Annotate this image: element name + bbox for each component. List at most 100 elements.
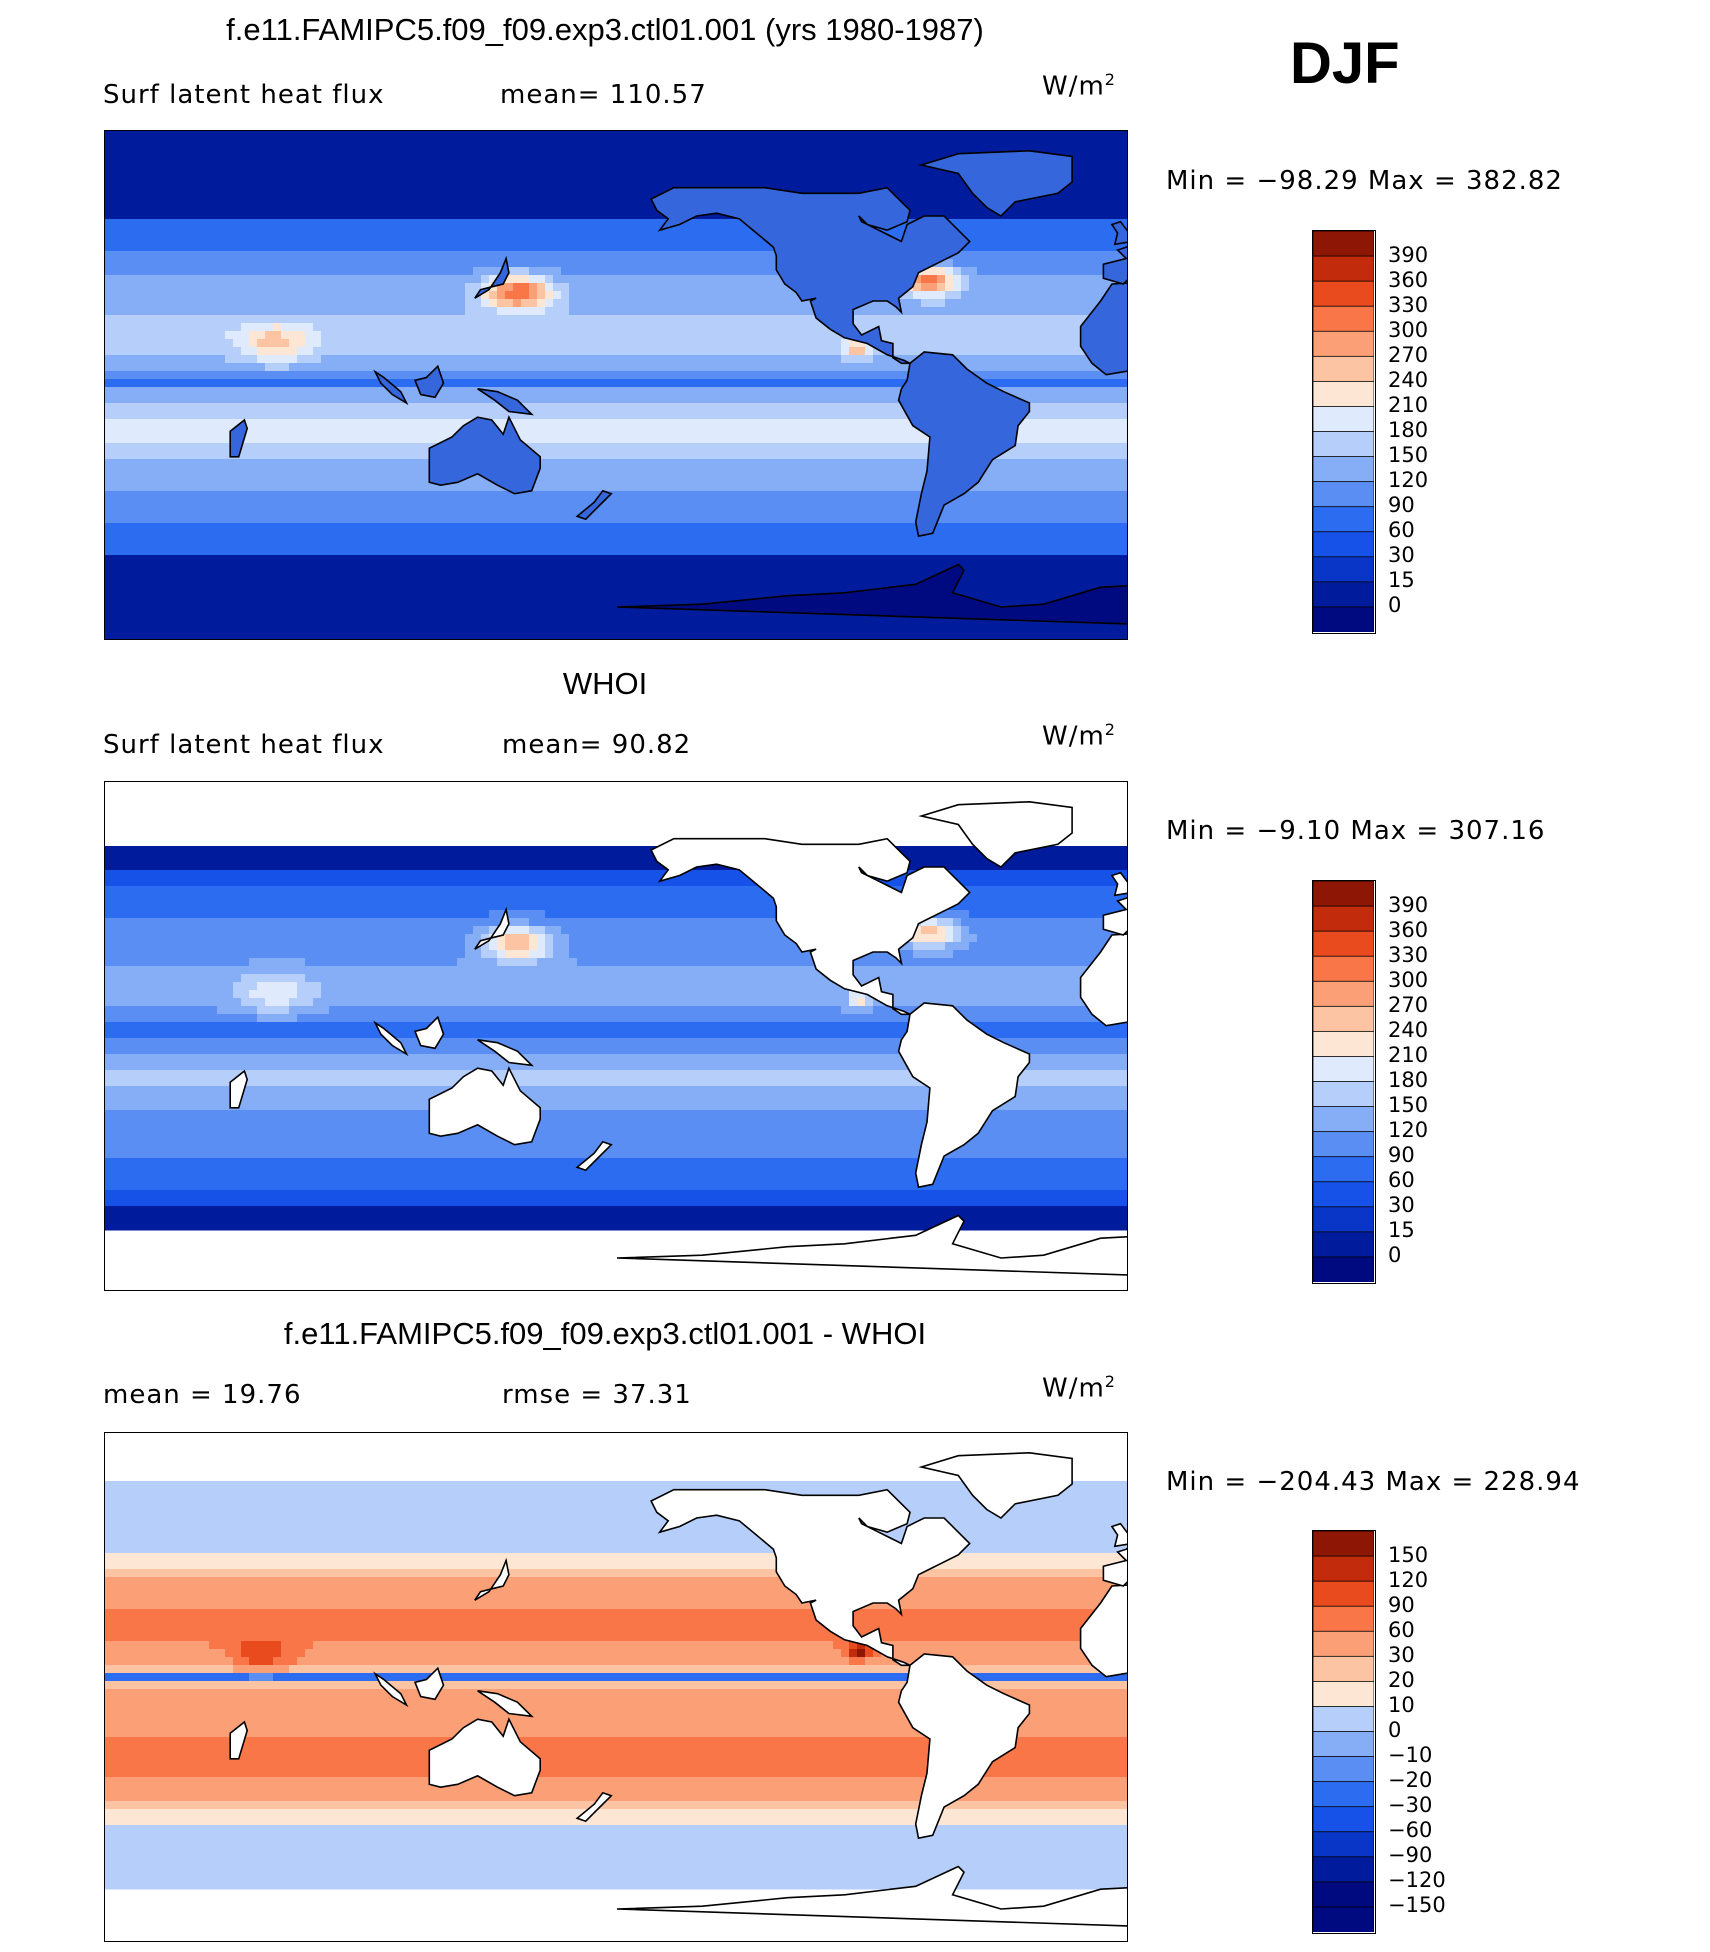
field-cell [777,307,786,316]
field-cell [401,147,410,156]
field-cell [433,323,442,332]
field-cell [665,355,674,364]
field-cell [457,307,466,316]
field-cell [393,187,402,196]
field-cell [353,235,362,244]
field-cell [489,147,498,156]
field-cell [601,259,610,268]
field-cell [609,387,618,396]
field-cell [585,347,594,356]
field-cell [377,203,386,212]
field-cell [745,347,754,356]
field-cell [265,355,274,364]
field-cell [977,251,986,260]
field-cell [1033,267,1042,276]
field-cell [393,435,402,444]
field-cell [385,323,394,332]
field-cell [1049,259,1058,268]
field-cell [465,195,474,204]
field-cell [241,307,250,316]
field-cell [385,187,394,196]
field-cell [881,147,890,156]
field-cell [1057,235,1066,244]
field-cell [401,211,410,220]
field-cell [497,195,506,204]
field-cell [201,379,210,388]
field-cell [225,147,234,156]
field-cell [1073,435,1082,444]
field-cell [153,339,162,348]
field-cell [177,379,186,388]
field-cell [1097,131,1106,140]
field-cell [913,179,922,188]
field-cell [457,339,466,348]
field-cell [449,347,458,356]
field-cell [1049,147,1058,156]
field-cell [417,195,426,204]
field-cell [649,411,658,420]
field-cell [153,403,162,412]
field-cell [209,267,218,276]
field-cell [1049,363,1058,372]
field-cell [1121,211,1127,220]
field-cell [433,307,442,316]
field-cell [361,371,370,380]
field-cell [137,435,146,444]
field-cell [265,147,274,156]
field-cell [809,427,818,436]
field-cell [105,259,114,268]
field-cell [705,323,714,332]
field-cell [281,427,290,436]
field-cell [921,299,930,308]
field-cell [145,235,154,244]
field-cell [753,267,762,276]
field-cell [401,387,410,396]
field-cell [561,155,570,164]
field-cell [1081,427,1090,436]
field-cell [1033,211,1042,220]
field-cell [193,179,202,188]
field-cell [305,363,314,372]
field-cell [641,363,650,372]
field-cell [433,403,442,412]
field-cell [977,235,986,244]
field-cell [905,339,914,348]
field-cell [1009,387,1018,396]
field-cell [497,259,506,268]
field-cell [161,379,170,388]
field-cell [201,395,210,404]
field-cell [345,315,354,324]
field-cell [833,331,842,340]
field-cell [273,371,282,380]
field-cell [273,347,282,356]
field-cell [361,243,370,252]
field-cell [529,187,538,196]
field-cell [705,331,714,340]
field-cell [377,419,386,428]
field-cell [345,339,354,348]
field-cell [697,371,706,380]
field-cell [137,163,146,172]
field-cell [881,355,890,364]
field-cell [969,307,978,316]
field-cell [777,387,786,396]
field-cell [289,139,298,148]
field-cell [881,331,890,340]
field-cell [785,339,794,348]
field-cell [305,379,314,388]
field-cell [417,419,426,428]
field-cell [1025,203,1034,212]
field-cell [625,291,634,300]
field-cell [609,195,618,204]
field-cell [681,275,690,284]
field-cell [353,267,362,276]
field-cell [1089,171,1098,180]
field-cell [697,179,706,188]
field-cell [953,139,962,148]
field-cell [1113,251,1122,260]
field-cell [441,219,450,228]
field-cell [145,283,154,292]
field-cell [553,411,562,420]
field-cell [185,139,194,148]
field-cell [545,259,554,268]
